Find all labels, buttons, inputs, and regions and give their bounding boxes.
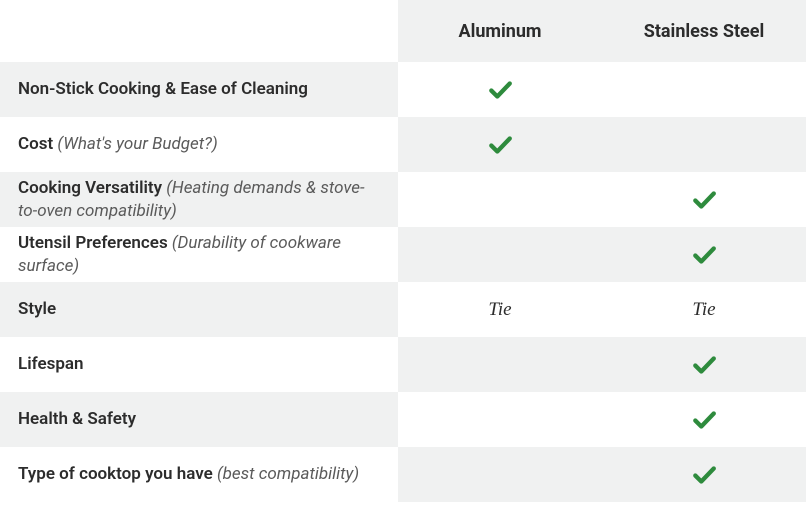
table-row: Cooking Versatility (Heating demands & s… (0, 172, 806, 227)
check-icon (487, 132, 513, 158)
cell-aluminum (398, 172, 602, 227)
check-icon (691, 407, 717, 433)
check-icon (691, 242, 717, 268)
row-label: Style (0, 282, 398, 337)
table-row: Type of cooktop you have (best compatibi… (0, 447, 806, 502)
row-label-main: Type of cooktop you have (18, 464, 213, 484)
row-label-main: Lifespan (18, 354, 84, 374)
row-label: Health & Safety (0, 392, 398, 447)
cell-aluminum (398, 117, 602, 172)
cell-aluminum: Tie (398, 282, 602, 337)
table-row: Cost (What's your Budget?) (0, 117, 806, 172)
table-row: Non-Stick Cooking & Ease of Cleaning (0, 62, 806, 117)
header-row: Aluminum Stainless Steel (0, 0, 806, 62)
cell-aluminum (398, 447, 602, 502)
row-label: Cooking Versatility (Heating demands & s… (0, 172, 398, 227)
check-icon (691, 352, 717, 378)
cell-aluminum (398, 62, 602, 117)
cell-stainless (602, 337, 806, 392)
header-stainless: Stainless Steel (602, 0, 806, 62)
check-icon (691, 187, 717, 213)
table-row: Utensil Preferences (Durability of cookw… (0, 227, 806, 282)
cell-aluminum (398, 337, 602, 392)
header-aluminum: Aluminum (398, 0, 602, 62)
cell-stainless (602, 227, 806, 282)
cell-stainless (602, 447, 806, 502)
row-label-main: Cost (18, 134, 53, 154)
table-row: Health & Safety (0, 392, 806, 447)
cell-stainless: Tie (602, 282, 806, 337)
check-icon (487, 77, 513, 103)
table-body: Non-Stick Cooking & Ease of Cleaning Cos… (0, 62, 806, 502)
cell-stainless (602, 117, 806, 172)
row-label-main: Health & Safety (18, 409, 136, 429)
row-label: Lifespan (0, 337, 398, 392)
row-label-note: (best compatibility) (217, 464, 359, 484)
row-label: Cost (What's your Budget?) (0, 117, 398, 172)
row-label: Utensil Preferences (Durability of cookw… (0, 227, 398, 282)
tie-label: Tie (488, 299, 511, 320)
header-empty (0, 0, 398, 62)
row-label-main: Non-Stick Cooking & Ease of Cleaning (18, 79, 308, 99)
row-label: Type of cooktop you have (best compatibi… (0, 447, 398, 502)
row-label-main: Style (18, 299, 56, 319)
row-label-note: (What's your Budget?) (57, 134, 217, 154)
cell-stainless (602, 172, 806, 227)
check-icon (691, 462, 717, 488)
row-label-main: Cooking Versatility (18, 178, 162, 198)
row-label: Non-Stick Cooking & Ease of Cleaning (0, 62, 398, 117)
cell-stainless (602, 62, 806, 117)
comparison-table: Aluminum Stainless Steel Non-Stick Cooki… (0, 0, 806, 502)
cell-stainless (602, 392, 806, 447)
table-row: Lifespan (0, 337, 806, 392)
table-row: Style Tie Tie (0, 282, 806, 337)
cell-aluminum (398, 392, 602, 447)
cell-aluminum (398, 227, 602, 282)
row-label-main: Utensil Preferences (18, 233, 168, 253)
tie-label: Tie (692, 299, 715, 320)
